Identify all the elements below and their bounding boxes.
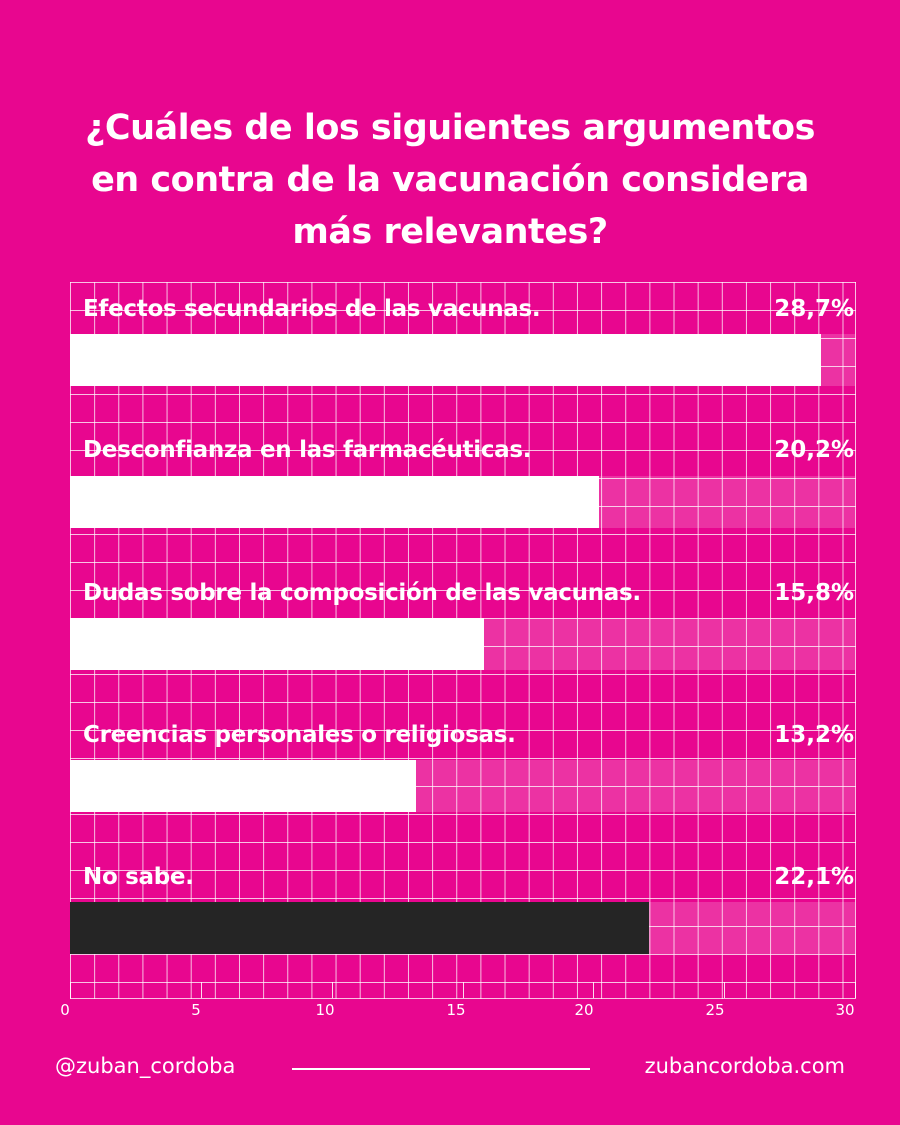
axis-tick (593, 982, 594, 998)
social-handle[interactable]: @zuban_cordoba (55, 1054, 236, 1078)
title-line-3: más relevantes? (292, 212, 608, 252)
bar-desconfianza (70, 476, 599, 528)
bar-value-no-sabe: 22,1% (774, 864, 854, 890)
bar-value-creencias: 13,2% (774, 722, 854, 748)
chart-title: ¿Cuáles de los siguientes argumentos en … (0, 102, 900, 258)
bar-creencias (70, 760, 416, 812)
footer-divider (292, 1068, 590, 1070)
x-axis-label: 0 (60, 1001, 70, 1019)
bar-label-desconfianza: Desconfianza en las farmacéuticas. (83, 437, 532, 463)
axis-tick (463, 982, 464, 998)
bar-no-sabe (70, 902, 649, 954)
bar-efectos (70, 334, 821, 386)
axis-tick (332, 982, 333, 998)
bar-label-dudas: Dudas sobre la composición de las vacuna… (83, 580, 641, 606)
bar-label-no-sabe: No sabe. (83, 864, 194, 890)
title-line-1: ¿Cuáles de los siguientes argumentos (85, 108, 815, 148)
axis-tick (70, 982, 71, 998)
x-axis-label: 5 (191, 1001, 201, 1019)
x-axis-label: 20 (574, 1001, 594, 1019)
bar-dudas (70, 618, 484, 670)
title-line-2: en contra de la vacunación considera (91, 160, 809, 200)
bar-value-dudas: 15,8% (774, 580, 854, 606)
axis-tick (855, 982, 856, 998)
axis-tick (201, 982, 202, 998)
website-link[interactable]: zubancordoba.com (644, 1054, 845, 1078)
x-axis-label: 15 (446, 1001, 466, 1019)
x-axis-label: 10 (315, 1001, 335, 1019)
bar-label-creencias: Creencias personales o religiosas. (83, 722, 516, 748)
bar-label-efectos: Efectos secundarios de las vacunas. (83, 296, 541, 322)
x-axis-label: 30 (835, 1001, 855, 1019)
bar-value-efectos: 28,7% (774, 296, 854, 322)
bar-value-desconfianza: 20,2% (774, 437, 854, 463)
axis-tick (724, 982, 725, 998)
x-axis-label: 25 (705, 1001, 725, 1019)
